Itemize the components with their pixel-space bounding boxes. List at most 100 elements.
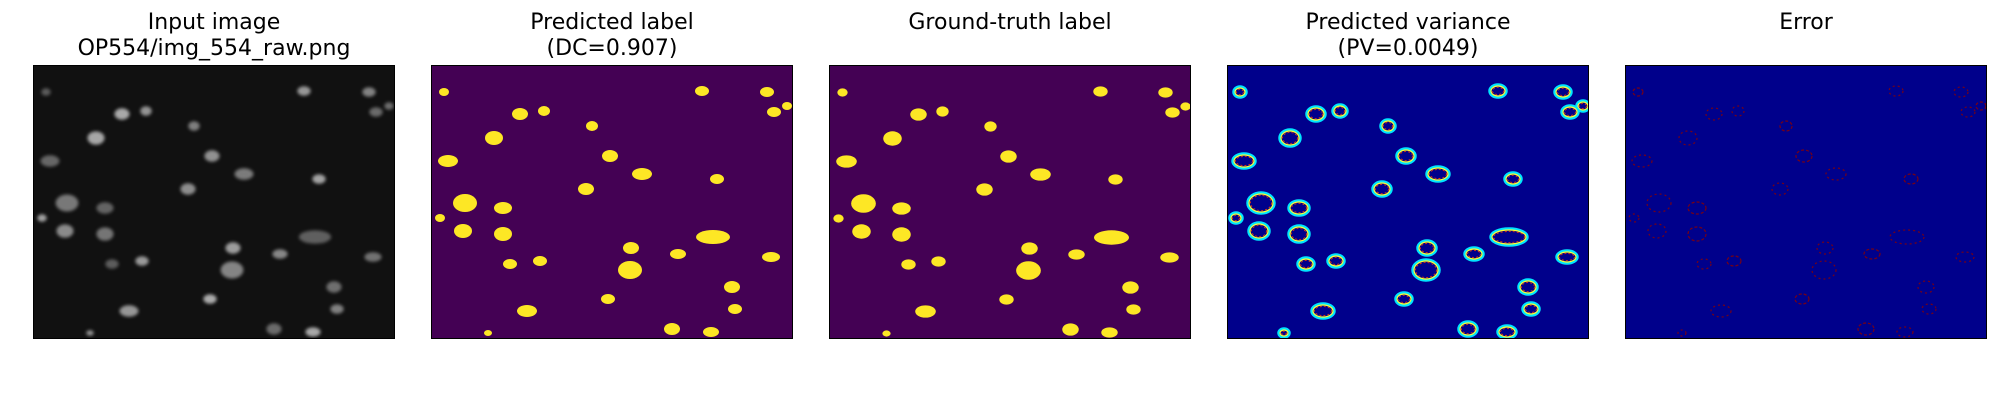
nucleus	[56, 194, 79, 211]
panel-input-image: Input image OP554/img_554_raw.png	[33, 0, 395, 400]
nucleus-mask	[852, 224, 871, 238]
nucleus-mask	[1108, 174, 1122, 184]
nucleus	[96, 227, 113, 240]
nucleus-mask	[1000, 150, 1016, 162]
nucleus-mask	[999, 294, 1013, 304]
nucleus-mask	[883, 131, 902, 145]
image-background	[1228, 66, 1588, 338]
nucleus-mask	[1126, 304, 1140, 314]
nucleus-mask	[936, 106, 948, 116]
nucleus-mask	[931, 256, 945, 266]
nucleus-mask	[438, 155, 458, 167]
nucleus-mask	[696, 230, 730, 244]
predicted-label-frame	[431, 65, 793, 339]
nucleus-mask	[538, 106, 550, 116]
nucleus	[364, 252, 381, 262]
ground-truth-label-image	[830, 66, 1190, 338]
nucleus-mask	[586, 121, 598, 131]
nucleus-mask	[670, 249, 686, 259]
nucleus	[37, 214, 47, 222]
nucleus-mask	[517, 305, 537, 317]
panel-title: Predicted label (DC=0.907)	[411, 10, 813, 62]
nucleus-mask	[1165, 107, 1179, 117]
nucleus-mask	[1068, 249, 1084, 259]
title-line-2: OP554/img_554_raw.png	[13, 36, 415, 62]
title-line-1: Input image	[13, 10, 415, 36]
nucleus-mask	[915, 305, 936, 317]
predicted-label-image	[432, 66, 792, 338]
nucleus-mask	[851, 194, 876, 213]
image-background	[1626, 66, 1986, 338]
nucleus-mask	[632, 168, 652, 180]
title-line-2: (PV=0.0049)	[1207, 36, 1609, 62]
nucleus-mask	[837, 88, 847, 96]
nucleus-mask	[892, 227, 911, 241]
nucleus-mask	[1101, 327, 1117, 337]
nucleus	[362, 87, 375, 97]
nucleus	[297, 86, 310, 96]
nucleus-mask	[1160, 252, 1179, 262]
nucleus	[384, 102, 394, 110]
error-frame	[1625, 65, 1987, 339]
nucleus-mask	[1021, 242, 1037, 254]
nucleus-mask	[664, 323, 680, 335]
panel-title: Error	[1605, 10, 2000, 36]
nucleus	[272, 249, 287, 259]
title-line-1: Error	[1605, 10, 2000, 36]
panel-title: Predicted variance (PV=0.0049)	[1207, 10, 1609, 62]
nucleus	[225, 242, 240, 253]
nucleus	[56, 224, 73, 237]
nucleus	[305, 327, 320, 337]
nucleus-mask	[782, 102, 792, 110]
nucleus	[188, 121, 199, 131]
nucleus-mask	[728, 304, 742, 314]
nucleus-mask	[976, 183, 992, 195]
nucleus	[114, 108, 129, 119]
nucleus	[41, 155, 60, 166]
nucleus-mask	[494, 227, 512, 241]
nucleus	[41, 88, 51, 96]
nucleus-mask	[901, 259, 915, 269]
nucleus-mask	[1122, 281, 1138, 293]
nucleus-mask	[833, 214, 843, 222]
nucleus	[203, 294, 216, 304]
nucleus-mask	[512, 108, 528, 120]
nucleus	[180, 183, 195, 194]
nucleus-mask	[703, 327, 719, 337]
nucleus-mask	[836, 155, 857, 167]
nucleus	[120, 305, 139, 316]
nucleus-mask	[1030, 168, 1051, 180]
input-image-frame	[33, 65, 395, 339]
nucleus	[330, 304, 343, 314]
panel-predicted-variance: Predicted variance (PV=0.0049)	[1227, 0, 1589, 400]
nucleus	[235, 168, 254, 179]
nucleus-mask	[695, 86, 709, 96]
nucleus	[87, 131, 104, 144]
nucleus	[140, 106, 151, 116]
nucleus-mask	[760, 87, 774, 97]
nucleus-mask	[578, 183, 594, 195]
predicted-variance-frame	[1227, 65, 1589, 339]
nucleus	[312, 174, 325, 184]
panel-ground-truth-label: Ground-truth label	[829, 0, 1191, 400]
nucleus-mask	[602, 150, 618, 162]
ground-truth-label-frame	[829, 65, 1191, 339]
nucleus	[135, 256, 148, 266]
panel-error: Error	[1625, 0, 1987, 400]
nucleus-mask	[910, 108, 926, 120]
title-line-1: Predicted variance	[1207, 10, 1609, 36]
panel-predicted-label: Predicted label (DC=0.907)	[431, 0, 793, 400]
nucleus-mask	[484, 330, 492, 336]
nucleus-mask	[762, 252, 780, 262]
nucleus-mask	[618, 261, 642, 279]
nucleus	[369, 107, 382, 117]
nucleus-mask	[892, 202, 911, 214]
nucleus-mask	[435, 214, 445, 222]
nucleus-mask	[1062, 323, 1078, 335]
panel-title: Ground-truth label	[809, 10, 1211, 36]
nucleus	[105, 259, 118, 269]
nucleus-mask	[1016, 261, 1041, 280]
title-line-1: Ground-truth label	[809, 10, 1211, 36]
nucleus	[326, 281, 341, 292]
title-line-2: (DC=0.907)	[411, 36, 813, 62]
